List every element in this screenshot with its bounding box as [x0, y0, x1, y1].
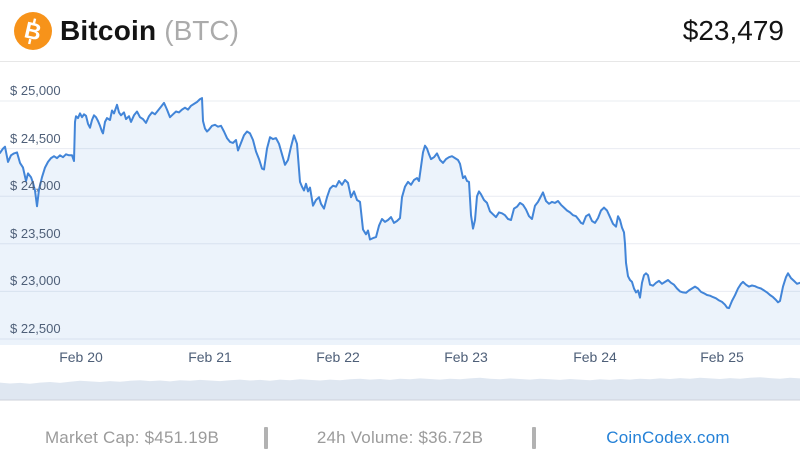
volume-chart [0, 377, 800, 401]
coin-price: $23,479 [682, 15, 784, 46]
bitcoin-icon: B [14, 12, 52, 50]
svg-text:B: B [22, 16, 44, 45]
x-axis-tick-label: Feb 22 [316, 349, 360, 365]
x-axis-tick-label: Feb 24 [573, 349, 617, 365]
x-axis-tick-label: Feb 25 [700, 349, 744, 365]
price-area-fill [0, 98, 800, 345]
x-axis-tick-label: Feb 20 [59, 349, 103, 365]
footer: Market Cap: $451.19B 24h Volume: $36.72B… [0, 410, 800, 465]
coin-ticker: (BTC) [164, 15, 239, 46]
coincodex-link[interactable]: CoinCodex.com [606, 427, 730, 447]
x-axis-tick-label: Feb 21 [188, 349, 232, 365]
volume-area-fill [0, 377, 800, 400]
price-chart[interactable] [0, 72, 800, 345]
price-line [0, 97, 800, 310]
x-axis-tick-label: Feb 23 [444, 349, 488, 365]
market-cap-stat: Market Cap: $451.19B [44, 427, 220, 447]
volume-24h-stat: 24h Volume: $36.72B [316, 427, 484, 447]
footer-divider [532, 426, 536, 449]
header: B Bitcoin (BTC) $23,479 [0, 0, 800, 62]
coin-name: Bitcoin [60, 15, 157, 46]
footer-divider [264, 426, 268, 449]
